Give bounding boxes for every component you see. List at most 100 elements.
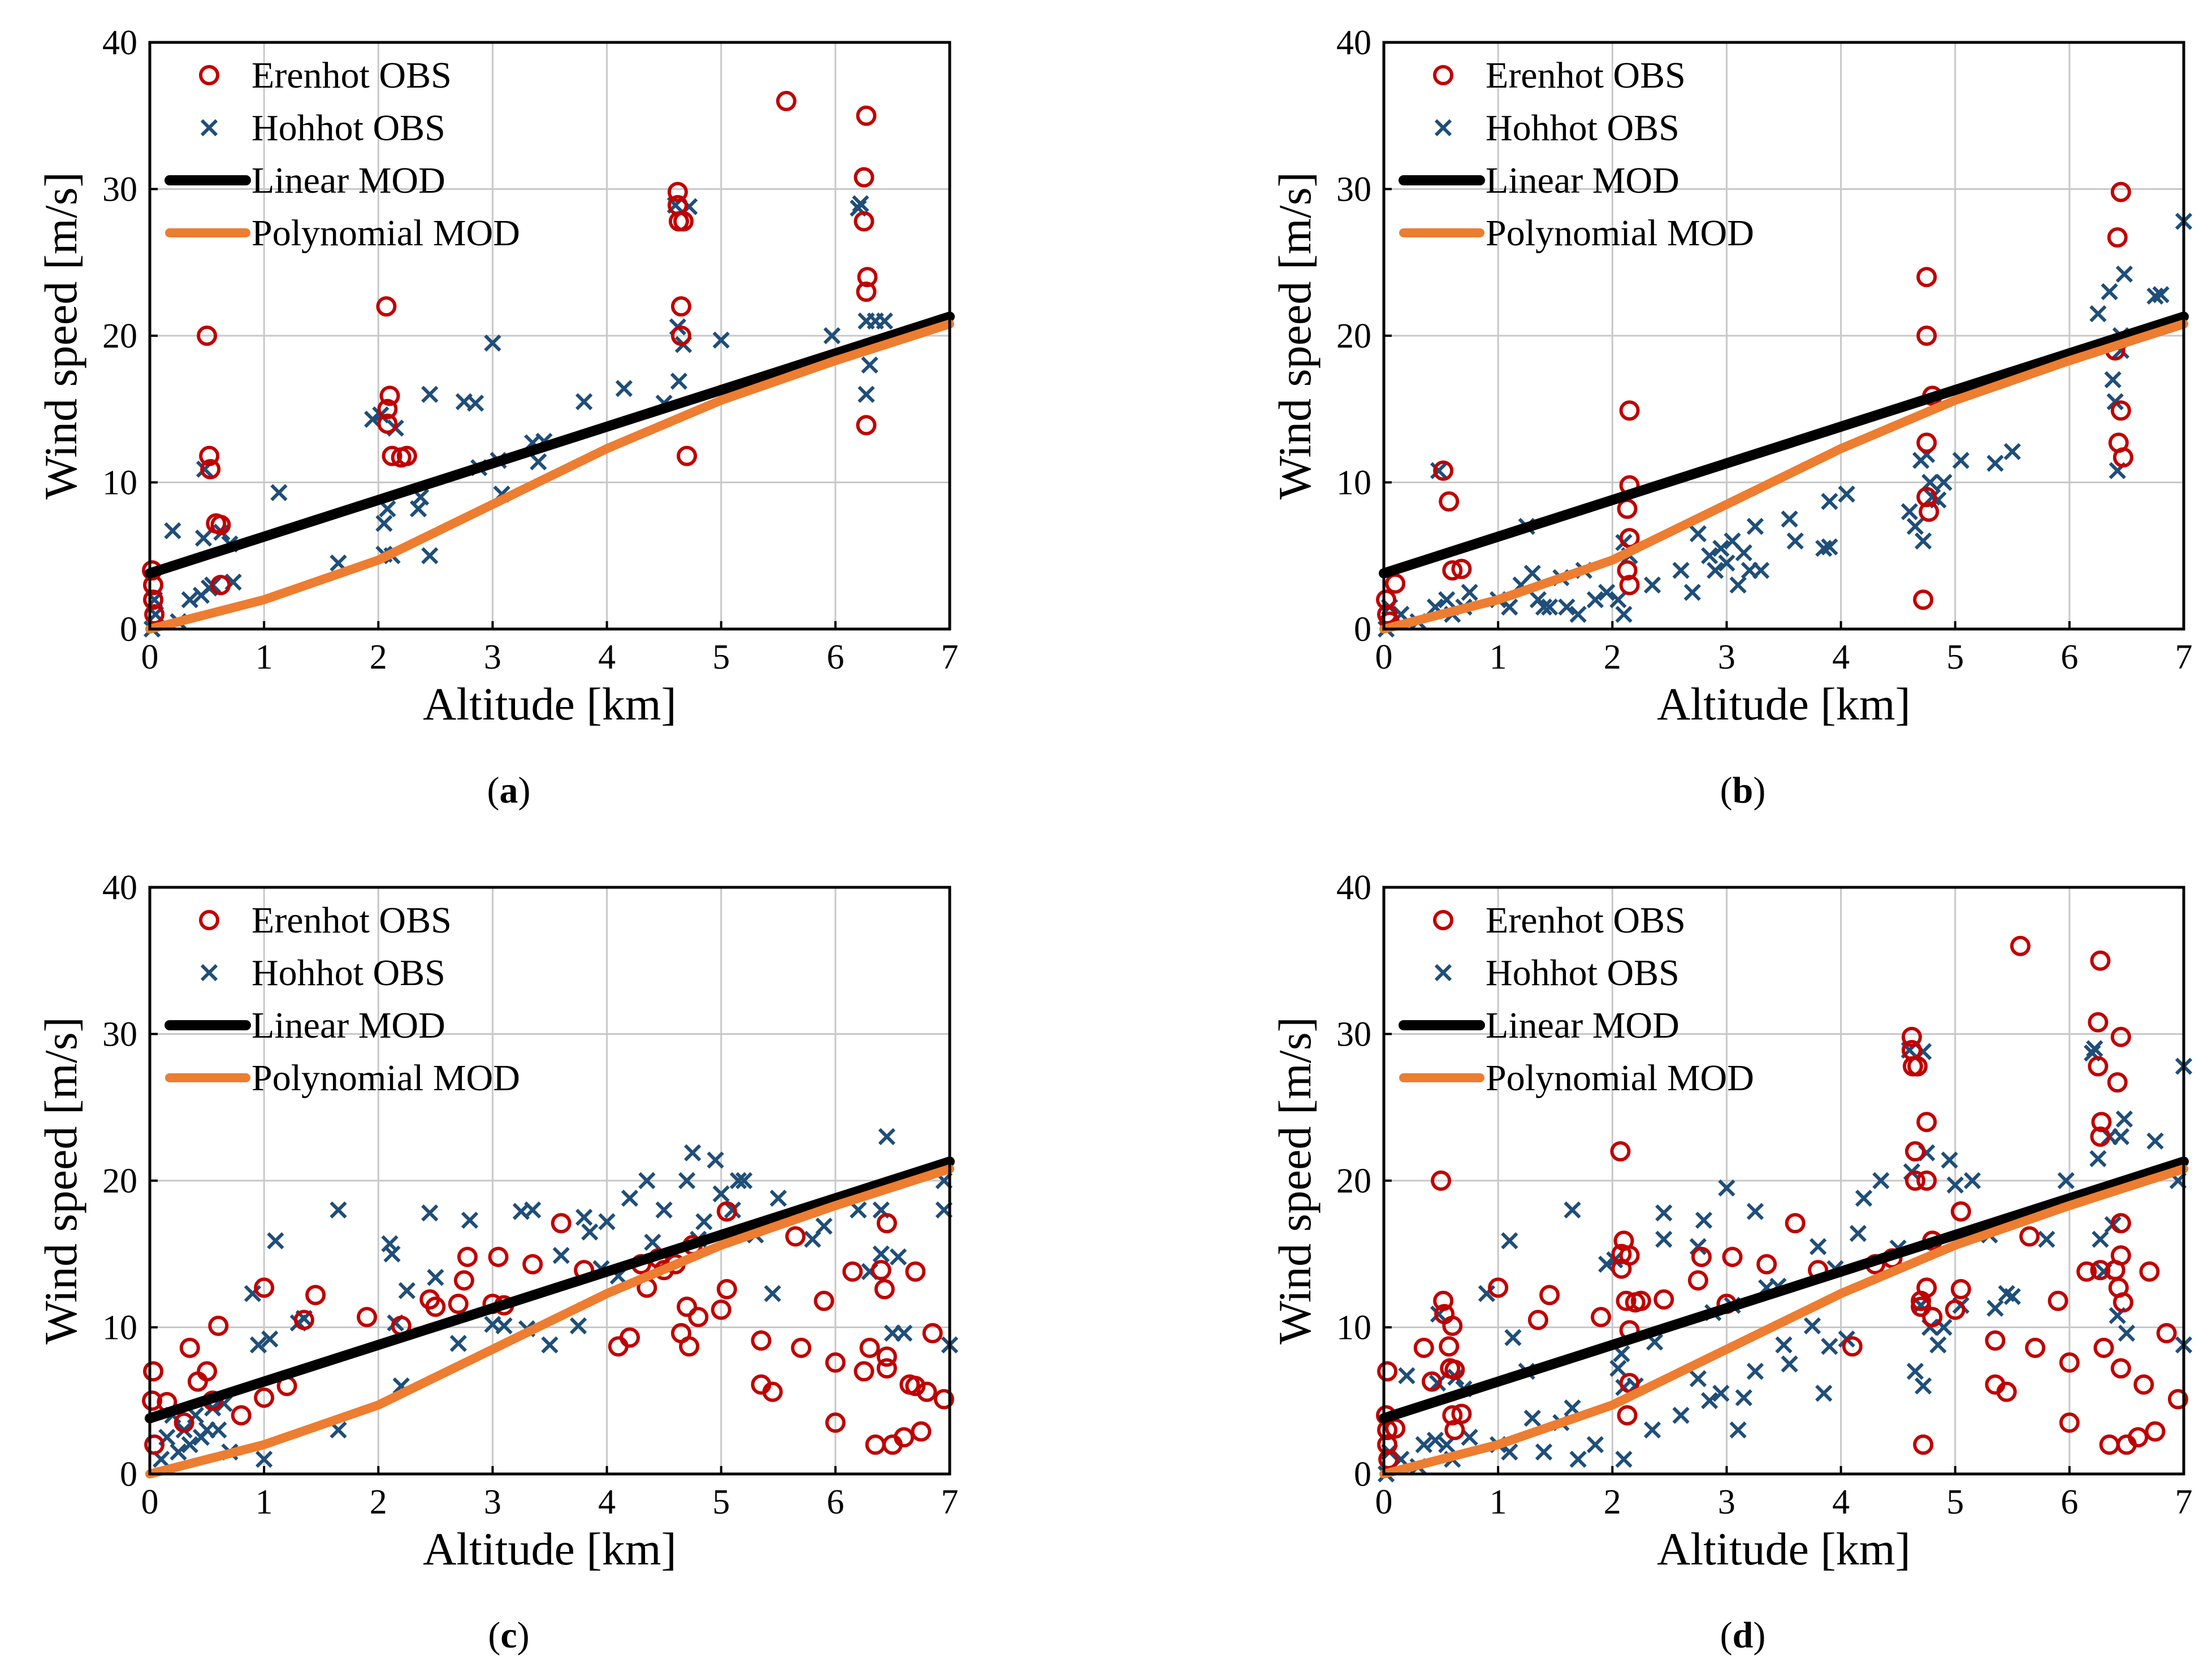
panel-c: (c) 0 1 2 3 4 5 6 7 0 10 20 30 40 Altitude [km] Wind s… [35, 869, 959, 1656]
panel-b-hohhot-point-46 [1821, 493, 1838, 510]
panel-c-hohhot-point-37 [552, 1247, 570, 1264]
panel-d-erenhot-point-30 [2090, 1260, 2111, 1281]
panel-d-erenhot-point-26 [2088, 1012, 2109, 1033]
panel-c-hohhot-point-53 [712, 1185, 730, 1203]
panel-c-hohhot-point-59 [769, 1190, 787, 1207]
panel-b-xtick-label-4: 4 [1832, 638, 1850, 677]
panel-c-hohhot-point-47 [655, 1201, 673, 1219]
panel-b-hohhot-point-19 [1558, 598, 1575, 616]
panel-d-erenhot-point-54 [1527, 1310, 1548, 1330]
panel-a-erenhot-point-9 [210, 575, 231, 596]
panel-b-hohhot-point-6 [1438, 591, 1456, 609]
panel-d-erenhot-point-75 [1996, 1381, 2017, 1402]
panel-a-erenhot-point-2 [143, 589, 164, 610]
panel-b-hohhot-point-22 [1586, 591, 1604, 609]
panel-c-legend-hohhot-marker [200, 964, 218, 982]
panel-a-legend-erenhot-label: Erenhot OBS [252, 55, 452, 96]
panel-b-hohhot-point-34 [1712, 540, 1730, 557]
panel-c-ytick-label-1: 10 [102, 1309, 137, 1347]
panel-c-erenhot-point-60 [876, 1213, 897, 1234]
panel-b-erenhot-point-4 [1433, 460, 1454, 481]
panel-d-hohhot-point-93 [1998, 1285, 2015, 1302]
panel-b-xtick-label-5: 5 [1946, 638, 1964, 677]
panel-a-ytick-label-0: 0 [120, 610, 137, 649]
panel-b-hohhot-point-30 [1683, 584, 1701, 601]
panel-d-ytick-label-1: 10 [1336, 1309, 1371, 1347]
panel-d-erenhot-point-29 [2090, 1126, 2111, 1147]
panel-a-hohhot-point-47 [852, 195, 869, 213]
panel-b-erenhot-point-19 [1913, 589, 1934, 610]
panel-d-erenhot-point-82 [2093, 1337, 2114, 1358]
panel-c-legend-erenhot-label: Erenhot OBS [252, 900, 452, 941]
panel-a-ytick-label-3: 30 [102, 171, 137, 209]
panel-c-hohhot-point-14 [249, 1336, 267, 1354]
panel-c-xtick-label-4: 4 [598, 1483, 616, 1521]
panel-d-hohhot-point-36 [1700, 1392, 1718, 1410]
panel-c-hohhot-point-48 [678, 1172, 696, 1190]
panel-d-erenhot-point-69 [1922, 1307, 1943, 1328]
panel-c-hohhot-point-45 [638, 1172, 656, 1190]
panel-b-xtick-label-0: 0 [1375, 638, 1393, 677]
panel-d-erenhot-point-53 [1488, 1277, 1509, 1298]
panel-d-hohhot-point-57 [1914, 1377, 1932, 1395]
panel-a-hohhot-point-14 [270, 484, 288, 501]
panel-d-hohhot-point-66 [2057, 1172, 2075, 1190]
panel-d-legend-polynomial-label: Polynomial MOD [1486, 1057, 1754, 1099]
panel-b-erenhot-point-17 [1916, 487, 1937, 508]
panel-d-hohhot-point-28 [1615, 1450, 1633, 1468]
panel-d-erenhot-point-50 [1413, 1337, 1434, 1358]
panel-d-y-axis-title: Wind speed [m/s] [1269, 1017, 1321, 1345]
panel-d-erenhot-point-41 [1916, 1277, 1937, 1298]
panel-d-erenhot-point-8 [1444, 1359, 1465, 1380]
panel-d-hohhot-point-79 [1564, 1201, 1581, 1219]
panel-d-erenhot-point-63 [1785, 1213, 1806, 1234]
panel-d-erenhot-point-51 [1421, 1371, 1442, 1392]
panel-d-frame [1382, 886, 2185, 1476]
panel-d-hohhot-point-97 [2118, 1324, 2136, 1342]
panel-c-hohhot-point-3 [170, 1443, 187, 1461]
panel-c-hohhot-point-17 [267, 1232, 284, 1250]
panel-c-erenhot-point-54 [859, 1337, 880, 1358]
panel-b-hohhot-point-60 [2089, 305, 2107, 323]
panel-a-hohhot-point-26 [421, 547, 439, 565]
panel-d-erenhot-point-77 [2025, 1337, 2046, 1358]
panel-d-hohhot-point-7 [1429, 1374, 1447, 1392]
panel-d-ytick-label-2: 20 [1336, 1162, 1371, 1200]
panel-b-hohhot-point-49 [1906, 518, 1924, 535]
panel-d-caption: (d) [1720, 1615, 1766, 1656]
panel-c-erenhot-point-20 [448, 1293, 469, 1314]
panel-d-erenhot-point-79 [2059, 1352, 2080, 1373]
panel-d-erenhot-point-48 [2113, 1292, 2133, 1313]
panel-c-hohhot-point-5 [181, 1436, 198, 1454]
panel-b-erenhot-point-18 [1919, 501, 1940, 522]
panel-a-hohhot-point-49 [858, 385, 875, 403]
panel-c-legend-hohhot-label: Hohhot OBS [252, 952, 445, 994]
panel-d-erenhot-point-52 [1442, 1315, 1463, 1336]
panel-a-legend-erenhot-marker [199, 65, 219, 85]
panel-b-hohhot-point-45 [1821, 538, 1838, 556]
panel-a-ytick-label-2: 20 [102, 317, 137, 355]
panel-c-xtick-label-3: 3 [484, 1483, 501, 1521]
panel-a-xtick-label-7: 7 [941, 638, 959, 677]
panel-c-hohhot-point-51 [695, 1213, 713, 1230]
panel-d-erenhot-point-42 [1913, 1434, 1934, 1455]
panel-d-erenhot-point-17 [1901, 1026, 1922, 1047]
panel-c-erenhot-point-53 [854, 1361, 875, 1382]
panel-d-erenhot-point-16 [1630, 1290, 1651, 1311]
panel-d-erenhot-point-39 [1916, 1112, 1937, 1133]
panel-a-erenhot-point-21 [670, 296, 691, 317]
panel-d-erenhot-point-10 [1610, 1141, 1631, 1162]
panel-c-erenhot-point-46 [762, 1381, 783, 1402]
panel-d-erenhot-point-93 [2167, 1389, 2188, 1410]
panel-d-ytick-label-4: 40 [1336, 869, 1371, 907]
panel-d-hohhot-point-6 [1426, 1432, 1444, 1449]
panel-d-erenhot-point-91 [2145, 1421, 2166, 1442]
panel-d-erenhot-point-65 [1842, 1336, 1863, 1357]
panel-d-erenhot-point-85 [2110, 1358, 2131, 1379]
panel-d-hohhot-point-49 [1821, 1338, 1838, 1355]
panel-d-erenhot-point-3 [1378, 1449, 1399, 1470]
panel-c-hohhot-point-65 [872, 1245, 890, 1263]
panel-d-erenhot-point-20 [1907, 1056, 1928, 1077]
panel-c-erenhot-point-56 [871, 1260, 891, 1281]
panel-c-hohhot-point-69 [895, 1324, 913, 1342]
